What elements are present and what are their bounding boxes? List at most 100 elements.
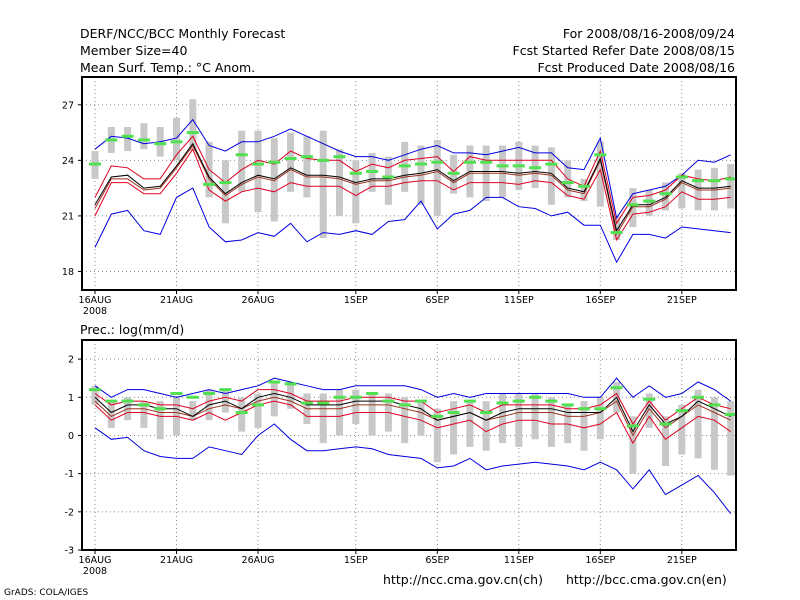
range-bar <box>662 416 669 466</box>
median-marker <box>382 399 395 403</box>
median-marker <box>186 131 199 135</box>
link-bcc[interactable]: http://bcc.cma.gov.cn(en) <box>566 572 727 587</box>
x-tick-label: 26AUG <box>242 555 275 566</box>
range-bar <box>433 139 441 216</box>
range-bar <box>727 401 735 476</box>
median-marker <box>463 160 476 164</box>
range-bar <box>499 393 506 444</box>
median-marker <box>170 140 183 144</box>
x-tick-label: 16AUG <box>79 555 112 566</box>
x-tick-label: 6SEP <box>425 555 449 566</box>
range-bar <box>678 404 686 455</box>
x-tick-year: 2008 <box>83 306 107 317</box>
median-marker <box>626 203 639 207</box>
y-tick-label: 0 <box>68 431 74 442</box>
median-marker <box>496 164 509 168</box>
median-marker <box>594 153 607 157</box>
range-bar <box>694 389 702 459</box>
median-marker <box>708 179 721 183</box>
median-marker <box>170 391 183 395</box>
y-tick-label: 27 <box>62 100 74 111</box>
median-marker <box>561 181 574 185</box>
median-marker <box>349 171 362 175</box>
range-bar <box>645 393 653 428</box>
y-tick-label: -1 <box>65 469 74 480</box>
median-marker <box>105 138 118 142</box>
median-marker <box>137 403 150 407</box>
range-bar <box>352 160 360 224</box>
median-marker <box>675 409 688 413</box>
median-marker <box>121 134 134 138</box>
range-bar <box>270 138 278 222</box>
median-marker <box>317 401 330 405</box>
range-bar <box>303 136 311 198</box>
median-marker <box>415 399 427 403</box>
series-ensemble_mean <box>94 142 731 232</box>
median-marker <box>480 411 493 415</box>
median-marker <box>284 156 297 160</box>
range-bar <box>189 401 197 421</box>
median-marker <box>121 399 134 403</box>
link-ncc[interactable]: http://ncc.cma.gov.cn(ch) <box>383 572 543 587</box>
median-marker <box>317 158 330 162</box>
median-marker <box>235 411 248 415</box>
range-bar <box>662 182 669 211</box>
median-marker <box>447 171 460 175</box>
series-spread_upper <box>94 389 731 425</box>
x-tick-year: 2008 <box>83 566 107 577</box>
median-marker <box>610 386 623 390</box>
y-tick-label: 21 <box>62 211 74 222</box>
median-marker <box>398 164 411 168</box>
range-bar <box>287 382 295 409</box>
x-tick-label: 21AUG <box>160 555 193 566</box>
series-envelope_max <box>94 118 731 220</box>
median-marker <box>415 162 427 166</box>
median-marker <box>545 162 558 166</box>
median-marker <box>675 175 688 179</box>
x-tick-label: 21AUG <box>160 295 193 306</box>
chart-title: DERF/NCC/BCC Monthly Forecast <box>80 26 286 41</box>
y-tick-label: -2 <box>65 507 74 518</box>
range-bar <box>91 385 99 405</box>
median-marker <box>89 388 101 392</box>
median-marker <box>203 182 216 186</box>
x-tick-label: 16SEP <box>585 295 615 306</box>
median-marker <box>333 395 346 399</box>
x-tick-label: 16SEP <box>585 555 615 566</box>
median-marker <box>512 164 525 168</box>
range-bar <box>580 178 588 202</box>
range-bar <box>238 130 246 192</box>
range-bar <box>254 130 262 213</box>
range-bar <box>531 393 539 440</box>
median-marker <box>594 407 607 411</box>
range-bar <box>645 189 653 216</box>
range-bar <box>580 401 588 451</box>
range-bar <box>596 141 604 207</box>
range-bar <box>547 147 555 205</box>
median-marker <box>252 403 264 407</box>
range-bar <box>629 416 637 474</box>
median-marker <box>463 399 476 403</box>
median-marker <box>137 138 150 142</box>
median-marker <box>333 155 346 159</box>
series-spread_lower <box>94 148 731 242</box>
series-ensemble_mean <box>94 392 731 433</box>
range-bar <box>189 99 197 152</box>
median-marker <box>349 395 362 399</box>
median-marker <box>203 391 216 395</box>
median-marker <box>89 162 101 166</box>
series-spread_upper <box>94 135 731 225</box>
median-marker <box>105 399 118 403</box>
median-marker <box>366 391 379 395</box>
range-bar <box>401 397 409 444</box>
series-mean_2 <box>94 144 731 236</box>
range-bar <box>336 389 343 436</box>
median-marker <box>512 399 525 403</box>
median-marker <box>268 160 281 164</box>
median-marker <box>382 175 395 179</box>
x-tick-label: 6SEP <box>425 295 449 306</box>
median-marker <box>626 424 639 428</box>
